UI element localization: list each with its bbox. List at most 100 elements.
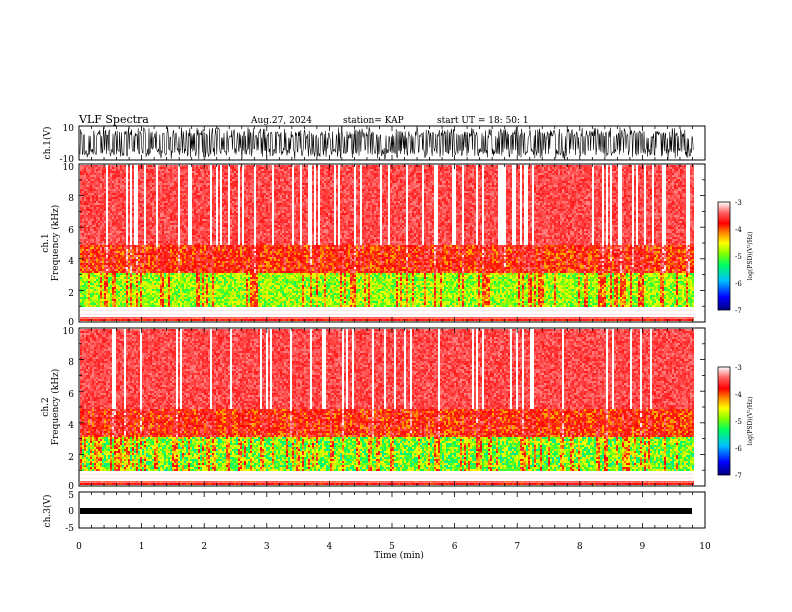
spectrogram-cell <box>80 219 82 221</box>
spectrogram-cell <box>80 271 82 273</box>
spectrogram-cell <box>94 245 96 247</box>
spectrogram-cell <box>88 239 90 241</box>
spectrogram-cell <box>94 259 96 261</box>
spectrogram-cell <box>92 311 94 313</box>
spectrogram-cell <box>82 223 84 225</box>
spectrogram-cell <box>84 171 86 173</box>
spectrogram-cell <box>82 277 84 279</box>
spectrogram-cell <box>84 233 86 235</box>
spectrogram-cell <box>94 243 96 245</box>
spectrogram-cell <box>86 263 88 265</box>
spectrogram-cell <box>82 211 84 213</box>
spectrogram-cell <box>80 215 82 217</box>
spectrogram-cell <box>80 281 82 283</box>
spectrogram-cell <box>82 165 84 167</box>
spectrogram-cell <box>94 209 96 211</box>
spectrogram-cell <box>82 217 84 219</box>
spectrogram-cell <box>88 255 90 257</box>
spectrogram-cell <box>80 181 82 183</box>
spectrogram-cell <box>92 235 94 237</box>
ch1-ytick-top: 10 <box>63 124 75 134</box>
spectrogram-cell <box>84 269 86 271</box>
spectrogram-cell <box>88 225 90 227</box>
spectrogram-cell <box>80 275 82 277</box>
spectrogram-cell <box>90 187 92 189</box>
spectrogram-cell <box>90 199 92 201</box>
spectrogram-cell <box>92 247 94 249</box>
spectrogram-cell <box>82 255 84 257</box>
spectrogram-cell <box>86 287 88 289</box>
spectrogram-cell <box>90 201 92 203</box>
spectrogram-cell <box>82 215 84 217</box>
spectrogram-cell <box>84 169 86 171</box>
spectrogram-cell <box>84 209 86 211</box>
spectrogram-cell <box>80 231 82 233</box>
spectrogram-cell <box>88 279 90 281</box>
spectrogram-cell <box>88 285 90 287</box>
spectrogram-cell <box>82 261 84 263</box>
spectrogram-cell <box>80 265 82 267</box>
spectrogram-cell <box>96 199 98 201</box>
spectrogram-cell <box>94 297 96 299</box>
spectrogram-cell <box>96 207 98 209</box>
spectrogram-cell <box>94 207 96 209</box>
spectrogram-cell <box>84 241 86 243</box>
spectrogram-cell <box>84 185 86 187</box>
spectrogram-cell <box>90 193 92 195</box>
spectrogram-cell <box>90 175 92 177</box>
spectrogram-cell <box>82 307 84 309</box>
spectrogram-cell <box>82 167 84 169</box>
spectrogram-cell <box>90 189 92 191</box>
spectrogram-cell <box>90 167 92 169</box>
spectrogram-cell <box>84 211 86 213</box>
spectrogram-cell <box>88 247 90 249</box>
spectrogram-cell <box>88 243 90 245</box>
spectrogram-cell <box>82 271 84 273</box>
spectrogram-cell <box>82 281 84 283</box>
spectrogram-cell <box>86 169 88 171</box>
spectrogram-cell <box>92 267 94 269</box>
spectrogram-cell <box>94 197 96 199</box>
spectrogram-cell <box>92 255 94 257</box>
spectrogram-cell <box>84 191 86 193</box>
spectrogram-cell <box>84 179 86 181</box>
spectrogram-cell <box>82 295 84 297</box>
spectrogram-cell <box>92 183 94 185</box>
spectrogram-cell <box>80 203 82 205</box>
spectrogram-cell <box>92 195 94 197</box>
spectrogram-cell <box>92 185 94 187</box>
spectrogram-cell <box>94 263 96 265</box>
spectrogram-cell <box>92 301 94 303</box>
spectrogram-cell <box>88 251 90 253</box>
spectrogram-cell <box>84 293 86 295</box>
spectrogram-cell <box>96 233 98 235</box>
spectrogram-cell <box>88 267 90 269</box>
spectrogram-cell <box>94 181 96 183</box>
spectrogram-cell <box>84 165 86 167</box>
spectrogram-cell <box>86 235 88 237</box>
spectrogram-cell <box>82 185 84 187</box>
spectrogram-cell <box>80 311 82 313</box>
spectrogram-cell <box>82 265 84 267</box>
spectrogram-cell <box>84 201 86 203</box>
spectrogram-cell <box>94 227 96 229</box>
spectrogram-cell <box>86 189 88 191</box>
spectrogram-cell <box>92 173 94 175</box>
spectrogram-cell <box>90 291 92 293</box>
spectrogram-cell <box>94 229 96 231</box>
spectrogram-cell <box>84 265 86 267</box>
spectrogram-cell <box>80 221 82 223</box>
spectrogram-cell <box>86 283 88 285</box>
spectrogram-cell <box>90 251 92 253</box>
spectrogram-cell <box>92 249 94 251</box>
spectrogram-cell <box>92 241 94 243</box>
spectrogram-cell <box>90 227 92 229</box>
spectrogram-cell <box>94 289 96 291</box>
spectrogram-cell <box>82 231 84 233</box>
spectrogram-cell <box>86 261 88 263</box>
spectrogram-cell <box>86 277 88 279</box>
spectrogram-cell <box>90 243 92 245</box>
spectrogram-cell <box>86 207 88 209</box>
spectrogram-cell <box>84 267 86 269</box>
spectrogram-cell <box>92 237 94 239</box>
